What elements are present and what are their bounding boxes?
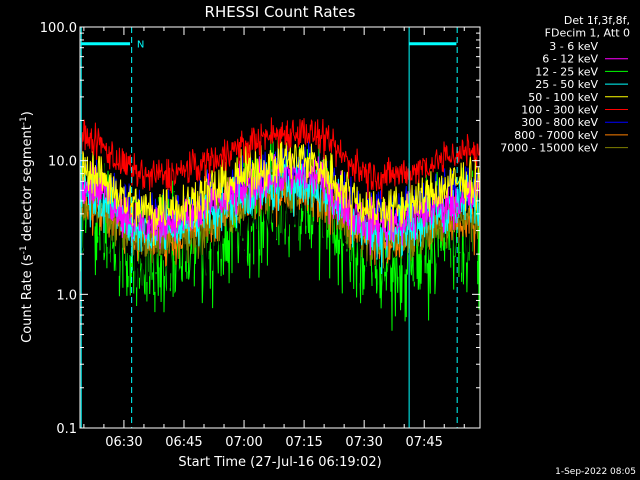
x-tick-label: 07:00 <box>225 435 262 450</box>
marker-label: N <box>137 40 144 51</box>
y-axis-label-end: ) <box>20 111 35 116</box>
legend-label: 50 - 100 keV <box>528 91 598 104</box>
x-tick-label: 07:15 <box>285 435 322 450</box>
x-tick-label: 06:45 <box>165 435 202 450</box>
y-tick-label: 1.0 <box>56 288 77 303</box>
x-tick-label: 07:30 <box>345 435 382 450</box>
x-axis-label: Start Time (27-Jul-16 06:19:02) <box>178 455 381 470</box>
series-line <box>80 117 480 200</box>
y-tick-label: 100.0 <box>40 21 77 36</box>
legend-label: 25 - 50 keV <box>535 78 598 91</box>
legend-label: 12 - 25 keV <box>535 65 598 78</box>
y-axis-label-main: Count Rate (s <box>20 254 35 343</box>
x-tick-label: 06:30 <box>105 435 142 450</box>
footer-timestamp: 1-Sep-2022 08:05 <box>555 467 636 477</box>
series-line <box>80 136 480 247</box>
plot-frame <box>79 26 481 429</box>
chart-title: RHESSI Count Rates <box>205 3 356 21</box>
data-layer <box>80 117 480 331</box>
legend-label: 7000 - 15000 keV <box>500 142 598 155</box>
axis-layer: 0.1 1.0 10.0 100.0 06:30 06:45 07:00 07:15 07:30… <box>40 21 480 450</box>
y-axis-label: Count Rate (s-1 detector segment-1) <box>19 111 35 343</box>
legend-label: 3 - 6 keV <box>549 40 598 53</box>
legend-header: FDecim 1, Att 0 <box>545 27 630 40</box>
marker-layer: N <box>80 27 458 428</box>
y-axis-label-sup: -1 <box>19 245 29 254</box>
legend-label: 100 - 300 keV <box>521 104 598 117</box>
x-tick-label: 07:45 <box>405 435 442 450</box>
y-tick-label: 10.0 <box>48 155 77 170</box>
legend-label: 800 - 7000 keV <box>514 129 598 142</box>
y-axis-label-sup2: -1 <box>19 116 29 125</box>
legend-label: 6 - 12 keV <box>542 53 598 66</box>
legend-label: 300 - 800 keV <box>521 116 598 129</box>
y-axis-label-mid: detector segment <box>20 125 35 245</box>
legend-header: Det 1f,3f,8f, <box>564 14 630 27</box>
y-tick-label: 0.1 <box>56 422 77 437</box>
